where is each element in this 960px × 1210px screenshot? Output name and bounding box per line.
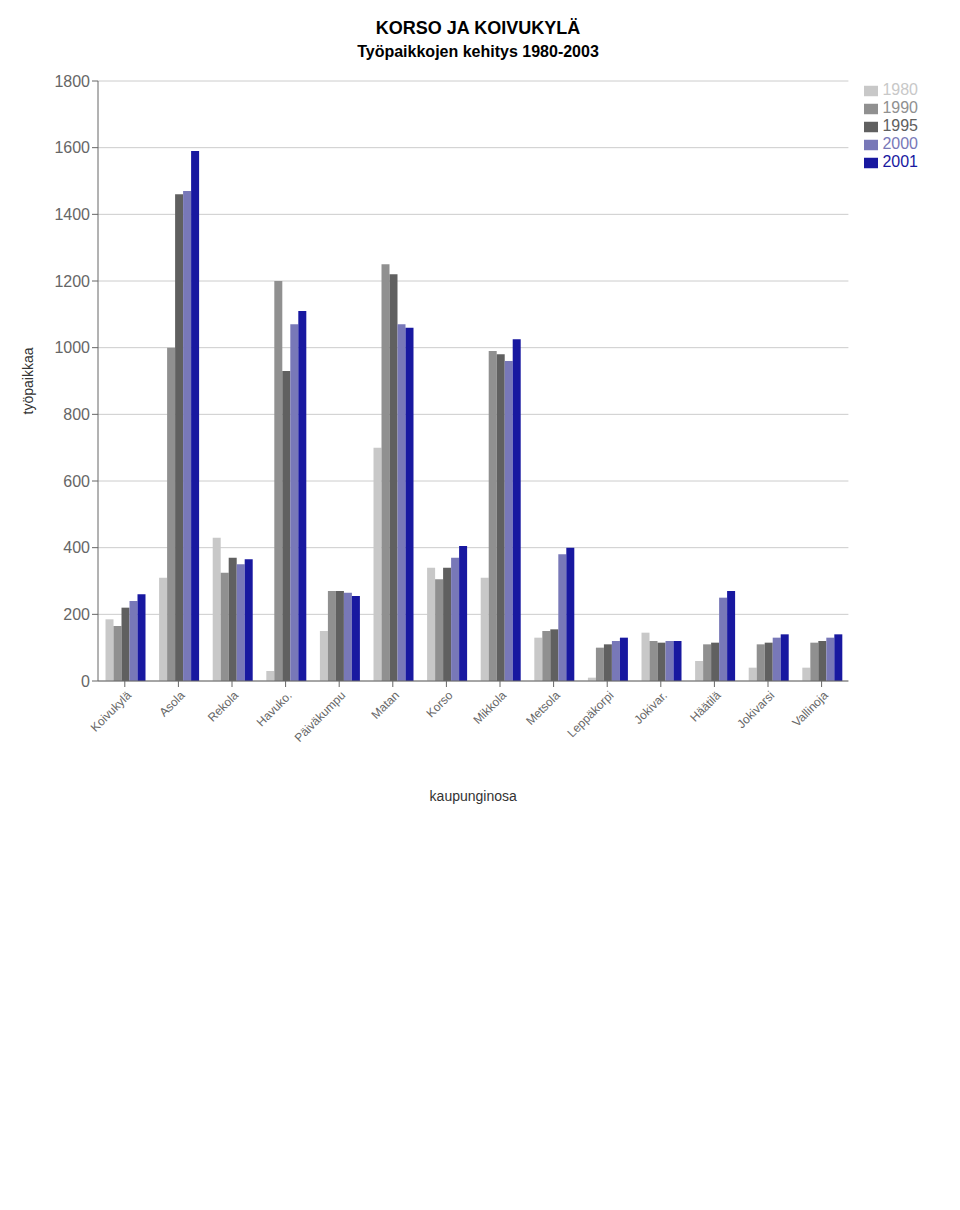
svg-text:400: 400 <box>63 539 90 556</box>
svg-text:Häätilä: Häätilä <box>687 688 724 725</box>
svg-text:1600: 1600 <box>54 139 90 156</box>
svg-text:600: 600 <box>63 473 90 490</box>
svg-text:Mikkola: Mikkola <box>471 688 510 727</box>
svg-text:Jokivarsi: Jokivarsi <box>734 688 777 731</box>
svg-text:Korso: Korso <box>424 688 456 720</box>
svg-text:1400: 1400 <box>54 206 90 223</box>
svg-text:Koivukylä: Koivukylä <box>88 688 134 734</box>
svg-text:1800: 1800 <box>54 73 90 90</box>
svg-text:Vallinoja: Vallinoja <box>789 688 831 730</box>
svg-text:Asola: Asola <box>156 688 187 719</box>
svg-text:kaupunginosa: kaupunginosa <box>430 788 517 804</box>
svg-text:0: 0 <box>81 673 90 690</box>
svg-text:Rekola: Rekola <box>205 688 242 725</box>
svg-text:Päiväkumpu: Päiväkumpu <box>292 688 349 745</box>
html-text:Työpaikkojen kehitys 1980-2003: Työpaikkojen kehitys 1980-2003 <box>357 43 599 60</box>
svg-text:Metsola: Metsola <box>523 688 563 728</box>
svg-text:1000: 1000 <box>54 339 90 356</box>
html-text:1995: 1995 <box>882 117 918 134</box>
svg-text:Havuko.: Havuko. <box>254 688 295 729</box>
html-text:KORSO JA KOIVUKYLÄ: KORSO JA KOIVUKYLÄ <box>375 18 581 38</box>
svg-text:800: 800 <box>63 406 90 423</box>
svg-text:Matan: Matan <box>369 688 402 721</box>
html-text:2001: 2001 <box>882 153 918 170</box>
svg-text:Jokivar.: Jokivar. <box>631 688 670 727</box>
svg-text:200: 200 <box>63 606 90 623</box>
html-text:2000: 2000 <box>882 135 918 152</box>
html-text:1980: 1980 <box>882 81 918 98</box>
svg-text:Leppäkorpi: Leppäkorpi <box>565 688 617 740</box>
html-text:1990: 1990 <box>882 99 918 116</box>
svg-text:työpaikkaa: työpaikkaa <box>20 347 36 414</box>
svg-text:1200: 1200 <box>54 273 90 290</box>
